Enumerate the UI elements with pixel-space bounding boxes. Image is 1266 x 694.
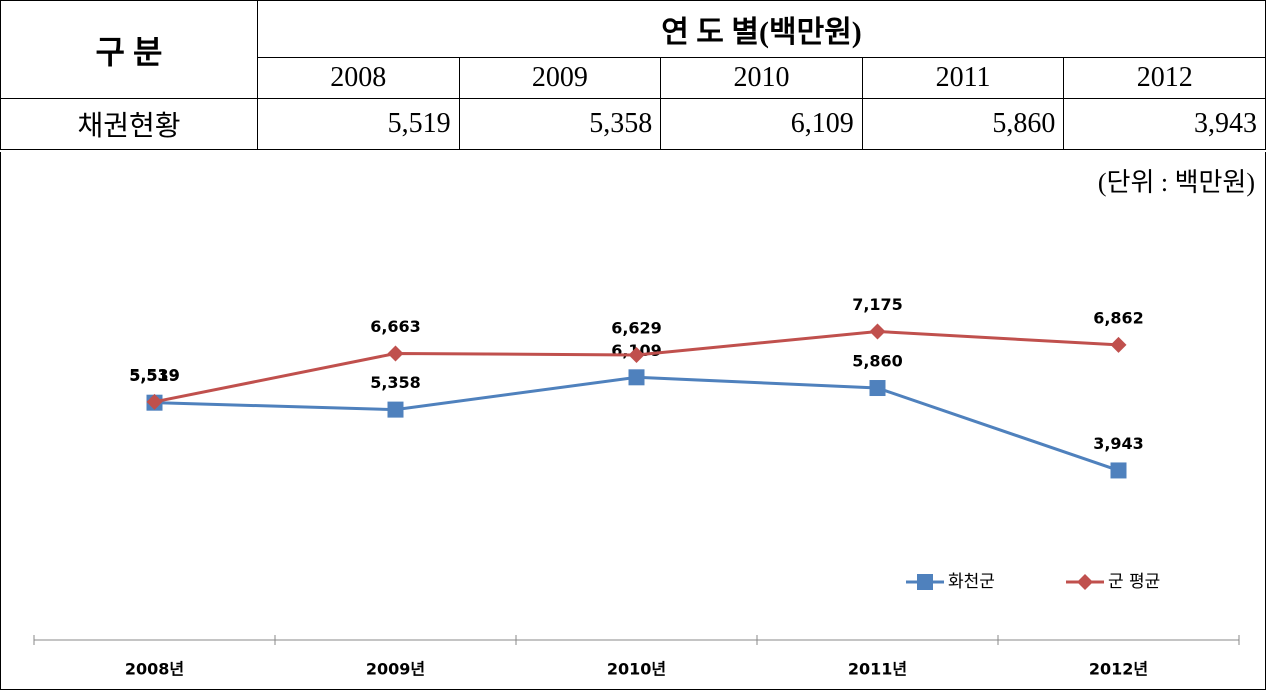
point [869,380,886,397]
data-table: 구 분 연 도 별(백만원) 2008 2009 2010 2011 2012 … [0,0,1266,150]
data-label: 5,358 [370,373,421,392]
series-line [154,375,1119,472]
year-cell: 2010 [660,57,863,99]
point [387,401,404,418]
year-cell: 2012 [1063,57,1266,99]
point [146,393,163,410]
point [1110,336,1127,353]
data-label: 6,629 [611,318,662,337]
year-cell: 2011 [861,57,1065,99]
value-cell: 5,519 [257,98,460,150]
value-cell: 3,943 [1063,98,1266,150]
unit-label: (단위 : 백만원) [1098,168,1255,197]
point [628,346,645,363]
x-tick-label: 2009년 [366,660,425,679]
point [869,323,886,340]
legend-label: 화천군 [948,572,995,592]
x-tick-label: 2010년 [607,660,666,679]
year-cell: 2009 [458,57,662,99]
legend-label: 군 평균 [1108,572,1160,592]
row-label: 채권현황 [0,98,258,150]
point [628,369,645,386]
year-cell: 2008 [257,57,460,99]
data-label: 6,663 [370,317,421,336]
data-label: 5,860 [852,352,903,371]
point [1110,462,1127,479]
chart: (단위 : 백만원) 2008년 2009년 2010년 2011년 2012년 5,51… [33,168,1255,679]
header-cell: 연 도 별(백만원) [257,0,1266,58]
point [387,345,404,362]
x-tick-label: 2012년 [1089,660,1148,679]
data-label: 7,175 [852,295,903,314]
header-cell: 구 분 [0,0,258,99]
value-cell: 5,358 [458,98,662,150]
data-label: 3,943 [1093,434,1144,453]
legend-marker [917,574,933,590]
legend-marker [1077,574,1093,590]
data-label: 5,519 [129,366,180,385]
value-cell: 5,860 [861,98,1065,150]
x-tick-label: 2008년 [125,660,184,679]
data-label: 5,539 [129,365,180,384]
data-label: 6,862 [1093,308,1144,327]
x-tick-label: 2011년 [848,660,907,679]
chart-box: (단위 : 백만원) 2008년 2009년 2010년 2011년 2012년 5,51… [0,152,1266,690]
value-cell: 6,109 [660,98,863,150]
